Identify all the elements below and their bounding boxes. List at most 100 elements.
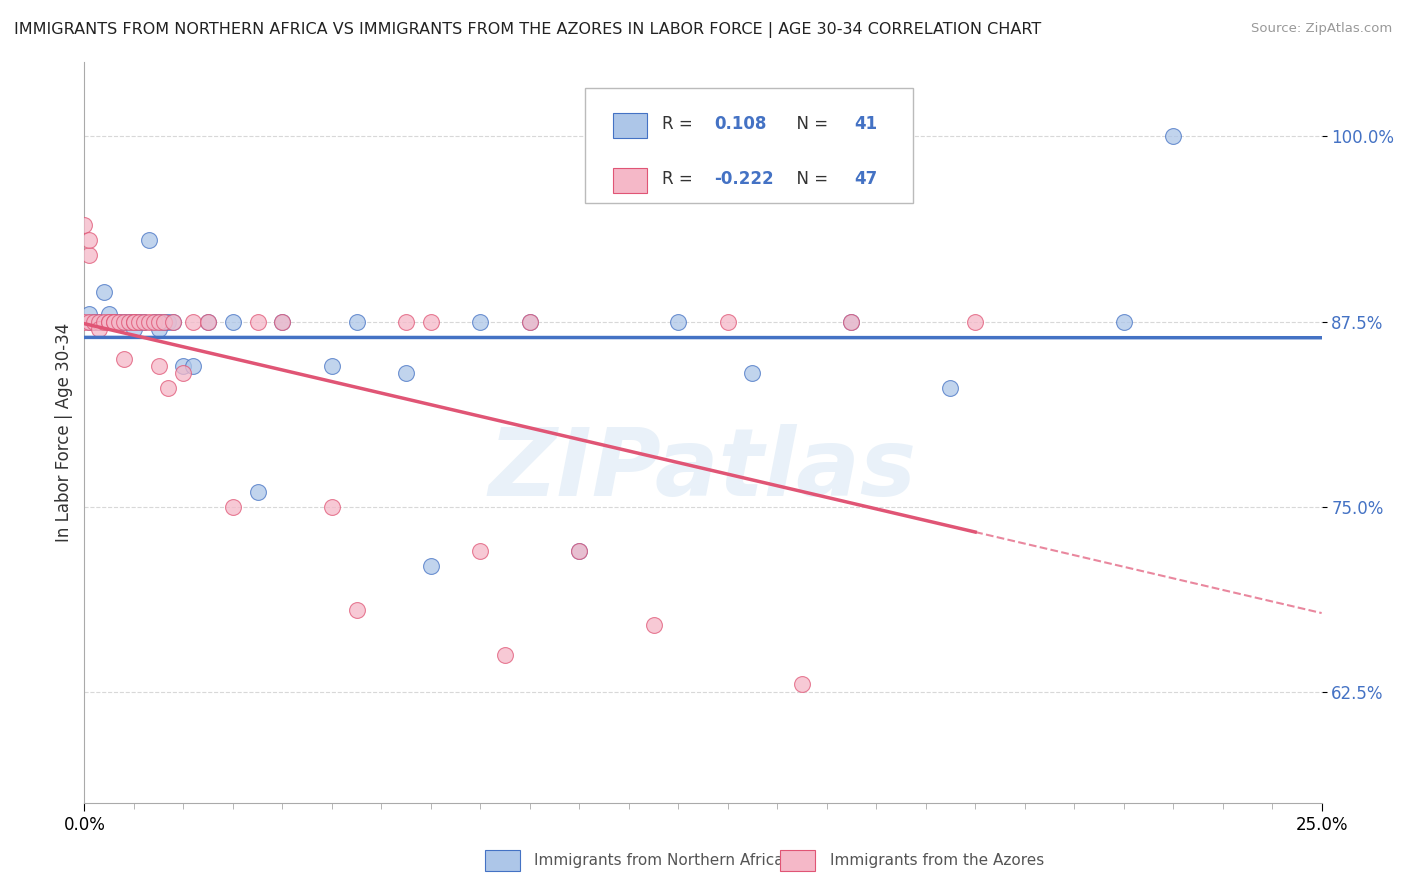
Point	[519, 315, 541, 329]
FancyBboxPatch shape	[585, 88, 914, 203]
Point	[103, 315, 125, 329]
Point	[568, 544, 591, 558]
Point	[122, 315, 145, 329]
Point	[643, 618, 665, 632]
Point	[666, 315, 689, 329]
Point	[172, 367, 194, 381]
Point	[246, 484, 269, 499]
Text: 47: 47	[853, 170, 877, 188]
Point	[98, 315, 121, 329]
Point	[138, 233, 160, 247]
Point	[148, 359, 170, 373]
Point	[112, 351, 135, 366]
Point	[93, 285, 115, 299]
Point	[494, 648, 516, 662]
Text: -0.222: -0.222	[714, 170, 773, 188]
Point	[98, 315, 121, 329]
Point	[148, 322, 170, 336]
Point	[83, 315, 105, 329]
Point	[73, 219, 96, 233]
Point	[157, 381, 180, 395]
Point	[79, 307, 101, 321]
Point	[568, 544, 591, 558]
Point	[321, 500, 343, 514]
Point	[118, 315, 141, 329]
Point	[419, 315, 441, 329]
Point	[112, 315, 135, 329]
Point	[162, 315, 184, 329]
Text: Source: ZipAtlas.com: Source: ZipAtlas.com	[1251, 22, 1392, 36]
Point	[1112, 315, 1135, 329]
Point	[148, 315, 170, 329]
Text: 0.108: 0.108	[714, 115, 766, 133]
Point	[89, 322, 111, 336]
Point	[142, 315, 165, 329]
Point	[157, 315, 180, 329]
Text: N =: N =	[786, 170, 834, 188]
Point	[197, 315, 219, 329]
Point	[741, 367, 763, 381]
Point	[132, 315, 155, 329]
Point	[79, 315, 101, 329]
Point	[132, 315, 155, 329]
Point	[108, 315, 131, 329]
Point	[321, 359, 343, 373]
Text: 41: 41	[853, 115, 877, 133]
Point	[103, 315, 125, 329]
Point	[717, 315, 740, 329]
Point	[152, 315, 174, 329]
Point	[197, 315, 219, 329]
Point	[841, 315, 863, 329]
Point	[790, 677, 813, 691]
Point	[470, 544, 492, 558]
Point	[271, 315, 294, 329]
Point	[346, 315, 368, 329]
Point	[142, 315, 165, 329]
Point	[112, 315, 135, 329]
Text: ZIPatlas: ZIPatlas	[489, 424, 917, 516]
Point	[939, 381, 962, 395]
Point	[79, 248, 101, 262]
Text: R =: R =	[662, 115, 699, 133]
Point	[162, 315, 184, 329]
Point	[222, 315, 245, 329]
Text: Immigrants from Northern Africa: Immigrants from Northern Africa	[534, 854, 785, 868]
Point	[128, 315, 150, 329]
Point	[181, 315, 204, 329]
Point	[222, 500, 245, 514]
Point	[395, 315, 418, 329]
Point	[83, 315, 105, 329]
Point	[108, 315, 131, 329]
Point	[470, 315, 492, 329]
Point	[122, 315, 145, 329]
Point	[841, 315, 863, 329]
Point	[122, 322, 145, 336]
Point	[148, 315, 170, 329]
Point	[395, 367, 418, 381]
Point	[98, 315, 121, 329]
Point	[138, 315, 160, 329]
FancyBboxPatch shape	[613, 112, 647, 138]
Point	[98, 307, 121, 321]
Text: Immigrants from the Azores: Immigrants from the Azores	[830, 854, 1043, 868]
Point	[519, 315, 541, 329]
Point	[128, 315, 150, 329]
Point	[103, 315, 125, 329]
Point	[271, 315, 294, 329]
Point	[79, 233, 101, 247]
Point	[419, 558, 441, 573]
Point	[89, 315, 111, 329]
Point	[246, 315, 269, 329]
Point	[172, 359, 194, 373]
Point	[122, 315, 145, 329]
Point	[181, 359, 204, 373]
Y-axis label: In Labor Force | Age 30-34: In Labor Force | Age 30-34	[55, 323, 73, 542]
Point	[346, 603, 368, 617]
Point	[79, 315, 101, 329]
Text: N =: N =	[786, 115, 834, 133]
FancyBboxPatch shape	[613, 169, 647, 194]
Point	[965, 315, 987, 329]
Point	[118, 315, 141, 329]
Point	[152, 315, 174, 329]
Point	[73, 315, 96, 329]
